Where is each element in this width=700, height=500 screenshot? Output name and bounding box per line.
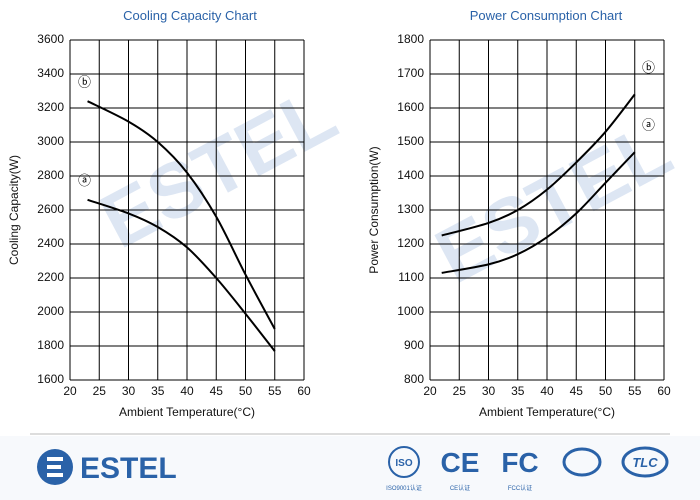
- y-tick-label: 800: [404, 372, 424, 386]
- y-axis-label: Cooling Capacity(W): [7, 155, 21, 265]
- chart-title: Cooling Capacity Chart: [123, 8, 257, 23]
- cert-label: TLC: [632, 455, 658, 470]
- cert-label: ISO: [395, 458, 412, 469]
- footer-bg: [0, 436, 700, 500]
- x-tick-label: 25: [453, 384, 467, 398]
- y-axis-label: Power Consumption(W): [367, 146, 381, 273]
- x-tick-label: 40: [540, 384, 554, 398]
- chart-title: Power Consumption Chart: [470, 8, 623, 23]
- series-line: [87, 100, 276, 330]
- footer-brand: ESTEL: [80, 452, 177, 485]
- x-tick-label: 20: [63, 384, 77, 398]
- y-tick-label: 3600: [37, 32, 64, 46]
- x-tick-label: 55: [628, 384, 642, 398]
- x-tick-label: 40: [180, 384, 194, 398]
- x-tick-label: 30: [482, 384, 496, 398]
- y-tick-label: 3400: [37, 66, 64, 80]
- y-tick-label: 2000: [37, 304, 64, 318]
- series-line: [441, 151, 636, 274]
- x-tick-label: 45: [570, 384, 584, 398]
- y-tick-label: 3000: [37, 134, 64, 148]
- y-tick-label: 1000: [397, 304, 424, 318]
- y-tick-label: 900: [404, 338, 424, 352]
- y-tick-label: 2600: [37, 202, 64, 216]
- cert-caption: ISO9001认证: [386, 484, 422, 492]
- y-tick-label: 2200: [37, 270, 64, 284]
- x-tick-label: 35: [151, 384, 165, 398]
- series-label: ⓑ: [78, 75, 91, 90]
- x-tick-label: 30: [122, 384, 136, 398]
- x-tick-label: 60: [657, 384, 671, 398]
- cert-label: FC: [501, 447, 538, 478]
- x-tick-label: 55: [268, 384, 282, 398]
- cert-caption: FCC认证: [508, 484, 532, 492]
- y-tick-label: 1300: [397, 202, 424, 216]
- x-axis-label: Ambient Temperature(°C): [119, 405, 255, 419]
- series-label: ⓐ: [78, 173, 91, 188]
- y-tick-label: 2400: [37, 236, 64, 250]
- cert-icon: [388, 446, 420, 478]
- y-tick-label: 1800: [397, 32, 424, 46]
- cert-label: CE: [441, 447, 480, 478]
- x-tick-label: 35: [511, 384, 525, 398]
- series-line: [441, 93, 636, 237]
- y-tick-label: 1500: [397, 134, 424, 148]
- x-tick-label: 20: [423, 384, 437, 398]
- x-tick-label: 50: [599, 384, 613, 398]
- y-tick-label: 1200: [397, 236, 424, 250]
- y-tick-label: 1600: [397, 100, 424, 114]
- cert-caption: CE认证: [450, 484, 470, 492]
- y-tick-label: 1400: [397, 168, 424, 182]
- series-line: [87, 198, 276, 352]
- x-axis-label: Ambient Temperature(°C): [479, 405, 615, 419]
- series-label: ⓑ: [642, 60, 655, 75]
- y-tick-label: 1100: [398, 270, 424, 284]
- series-label: ⓐ: [642, 118, 655, 133]
- y-tick-label: 1600: [37, 372, 64, 386]
- y-tick-label: 1800: [37, 338, 64, 352]
- cert-icon: [562, 447, 602, 477]
- watermark: ESTEL: [422, 104, 685, 300]
- x-tick-label: 25: [93, 384, 107, 398]
- x-tick-label: 45: [210, 384, 224, 398]
- cert-icon: [621, 446, 669, 478]
- y-tick-label: 2800: [37, 168, 64, 182]
- y-tick-label: 3200: [37, 100, 64, 114]
- x-tick-label: 60: [297, 384, 311, 398]
- y-tick-label: 1700: [397, 66, 424, 80]
- logo-icon-mark: [47, 457, 63, 477]
- watermark: ESTEL: [87, 69, 350, 265]
- x-tick-label: 50: [239, 384, 253, 398]
